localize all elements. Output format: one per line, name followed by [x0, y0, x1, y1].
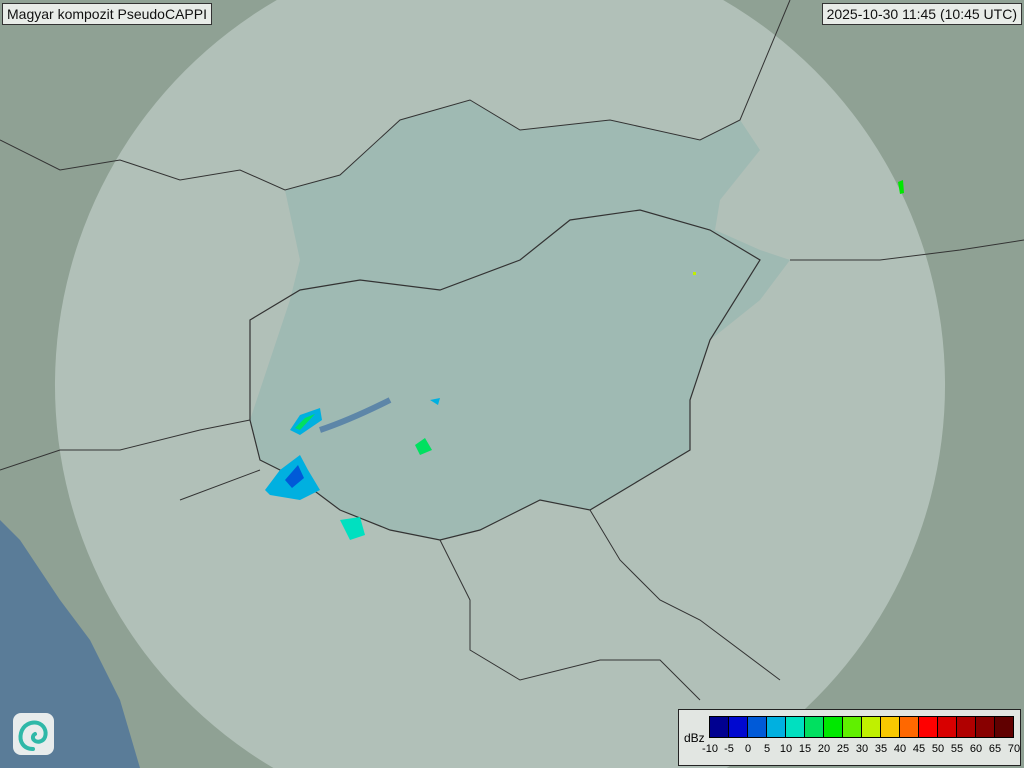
lake-balaton [319, 397, 392, 433]
hungary-border [249, 209, 761, 541]
legend-tick-label: 50 [931, 743, 945, 755]
legend-tick-label: 55 [950, 743, 964, 755]
legend-color-cell [767, 717, 786, 737]
legend-tick-label: 30 [855, 743, 869, 755]
legend-color-cell [919, 717, 938, 737]
legend-color-cell [748, 717, 767, 737]
adriatic-sea [0, 520, 140, 768]
legend-tick-label: 25 [836, 743, 850, 755]
legend-tick-label: 0 [744, 743, 752, 755]
legend-tick-label: 10 [779, 743, 793, 755]
legend-tick-label: 70 [1007, 743, 1021, 755]
legend-color-cell [957, 717, 976, 737]
legend-color-cell [995, 717, 1013, 737]
legend-color-cell [786, 717, 805, 737]
dbz-legend: dBz -10 -5 0 5 10 15 20 25 30 35 40 45 50 55 60 65 70 [678, 709, 1021, 766]
legend-tick-label: 45 [912, 743, 926, 755]
legend-color-cell [710, 717, 729, 737]
legend-color-cell [729, 717, 748, 737]
legend-tick-label: 15 [798, 743, 812, 755]
hungary-region [250, 100, 790, 540]
country-border [0, 0, 791, 191]
legend-ticks: -10 -5 0 5 10 15 20 25 30 35 40 45 50 55 60 65 70 [702, 743, 1020, 763]
legend-color-cell [900, 717, 919, 737]
legend-color-cell [862, 717, 881, 737]
legend-color-cell [881, 717, 900, 737]
legend-color-cell [976, 717, 995, 737]
radar-echoes [265, 180, 904, 540]
swirl-logo-icon [18, 720, 48, 751]
legend-tick-label: 35 [874, 743, 888, 755]
legend-color-cell [843, 717, 862, 737]
legend-tick-label: 60 [969, 743, 983, 755]
product-title: Magyar kompozit PseudoCAPPI [2, 3, 212, 25]
legend-color-scale [709, 716, 1014, 738]
legend-tick-label: -10 [702, 743, 718, 755]
legend-tick-label: 5 [763, 743, 771, 755]
legend-color-cell [805, 717, 824, 737]
legend-tick-label: -5 [724, 743, 734, 755]
country-border [0, 419, 781, 701]
legend-unit: dBz [684, 731, 705, 745]
legend-tick-label: 40 [893, 743, 907, 755]
legend-tick-label: 20 [817, 743, 831, 755]
country-border [790, 239, 1024, 261]
legend-tick-label: 65 [988, 743, 1002, 755]
timestamp: 2025-10-30 11:45 (10:45 UTC) [821, 3, 1022, 25]
omsz-logo [13, 713, 54, 755]
legend-color-cell [824, 717, 843, 737]
legend-color-cell [938, 717, 957, 737]
